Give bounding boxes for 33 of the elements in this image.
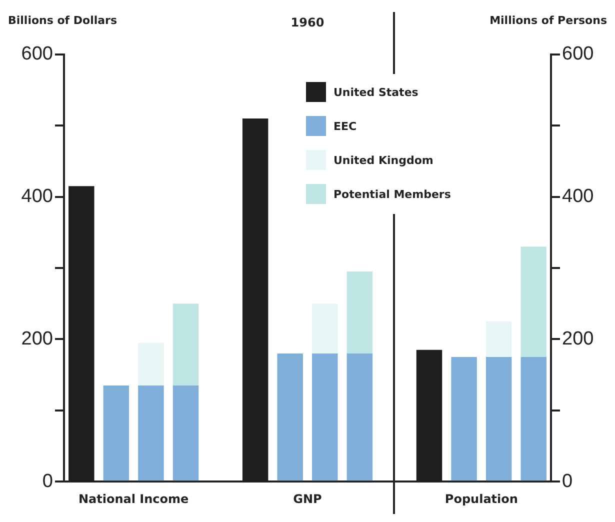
bar [277,353,303,481]
bar [312,304,338,354]
bar [346,353,373,481]
bar [520,246,546,357]
bar [486,321,512,357]
legend-label: United States [334,86,418,98]
bar [451,357,477,481]
y-axis-title: Billions of Dollars [8,14,118,27]
legend-label: Potential Members [334,188,451,200]
y-tick-label: 400 [21,186,53,208]
bar [103,385,130,481]
bar [138,385,164,481]
y2-tick-label: 400 [562,186,594,208]
bar [172,304,199,386]
x-tick-label: GNP [293,492,322,506]
x-tick-label: National Income [78,492,189,506]
chart-title: 1960 [290,15,324,30]
legend-label: United Kingdom [334,154,434,166]
y2-axis-title: Millions of Persons [490,14,607,27]
x-tick-label: Population [444,492,518,506]
bar [346,272,373,354]
y2-tick-label: 0 [562,470,573,492]
y2-tick-label: 600 [562,44,594,65]
y-tick-label: 600 [21,44,53,65]
legend-label: EEC [334,120,357,132]
y-tick-label: 0 [42,470,53,492]
bar [486,357,512,481]
bar [312,353,338,481]
bar [520,357,546,481]
bar [138,342,164,386]
bar [172,385,199,481]
y2-tick-label: 200 [562,328,594,350]
y-tick-label: 200 [21,328,53,350]
